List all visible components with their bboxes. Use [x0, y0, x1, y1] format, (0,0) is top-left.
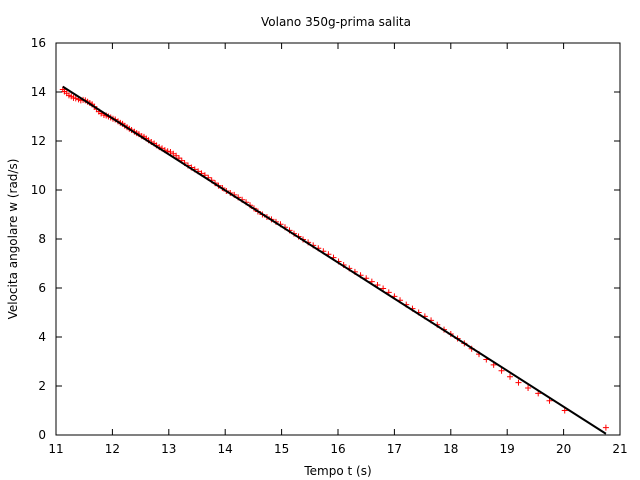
y-tick-label: 10: [31, 183, 46, 197]
y-tick-label: 0: [38, 428, 46, 442]
x-tick-label: 12: [105, 442, 120, 456]
y-tick-label: 8: [38, 232, 46, 246]
x-tick-label: 17: [387, 442, 402, 456]
x-axis: 11 12 13 14 15 16 17 18 19 20 21: [48, 43, 628, 456]
x-tick-label: 19: [500, 442, 515, 456]
x-tick-label: 14: [218, 442, 233, 456]
x-tick-label: 21: [612, 442, 627, 456]
x-tick-label: 15: [274, 442, 289, 456]
y-tick-label: 14: [31, 85, 46, 99]
x-tick-label: 16: [330, 442, 345, 456]
fit-line: [62, 85, 607, 435]
data-point: [498, 367, 505, 374]
x-tick-label: 18: [443, 442, 458, 456]
data-point: [602, 424, 609, 431]
data-point: [507, 373, 514, 380]
x-tick-label: 20: [556, 442, 571, 456]
plot-area: [59, 85, 609, 435]
y-axis: 0 2 4 6 8 10 12 14 16: [31, 36, 620, 442]
y-tick-label: 4: [38, 330, 46, 344]
y-tick-label: 6: [38, 281, 46, 295]
y-axis-label: Velocita angolare w (rad/s): [6, 159, 20, 320]
y-tick-label: 16: [31, 36, 46, 50]
data-point: [72, 95, 79, 102]
chart-title: Volano 350g-prima salita: [261, 15, 411, 29]
data-point: [525, 384, 532, 391]
x-axis-label: Tempo t (s): [303, 464, 371, 478]
data-point: [515, 379, 522, 386]
x-tick-label: 13: [161, 442, 176, 456]
x-tick-label: 11: [48, 442, 63, 456]
y-tick-label: 12: [31, 134, 46, 148]
y-tick-label: 2: [38, 379, 46, 393]
